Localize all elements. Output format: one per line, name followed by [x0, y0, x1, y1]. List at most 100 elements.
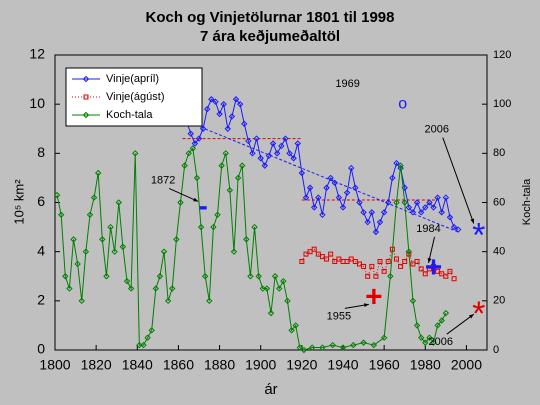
- y-tick-label: 2: [37, 292, 45, 308]
- point: [187, 130, 194, 137]
- annotation-label: 1955: [327, 310, 351, 322]
- y-tick-label: 4: [37, 242, 45, 258]
- point: [136, 341, 143, 349]
- point: [405, 204, 413, 211]
- point: [119, 243, 127, 250]
- point: [393, 199, 400, 206]
- arrow-head: [193, 197, 199, 202]
- annotation-marker: *: [472, 295, 485, 333]
- point: [422, 271, 428, 277]
- arrow-head: [468, 314, 474, 319]
- point: [222, 150, 229, 157]
- point: [311, 246, 317, 252]
- point: [310, 204, 318, 211]
- point: [185, 150, 192, 157]
- point: [216, 110, 223, 118]
- point: [364, 218, 371, 226]
- y2-tick-label: 100: [493, 98, 511, 110]
- point: [368, 209, 376, 216]
- point: [376, 218, 384, 226]
- point: [352, 184, 359, 191]
- point: [152, 285, 160, 292]
- x-tick-label: 1880: [204, 357, 235, 373]
- point: [111, 248, 118, 255]
- point: [369, 263, 375, 269]
- x-axis-label: ár: [264, 381, 277, 398]
- point: [276, 285, 283, 292]
- annotation-marker: o: [398, 95, 407, 112]
- point: [446, 214, 454, 221]
- point: [173, 236, 180, 243]
- point: [144, 334, 151, 341]
- point: [82, 248, 90, 255]
- arrow-head: [470, 218, 475, 224]
- point: [450, 223, 458, 231]
- point: [218, 162, 225, 169]
- point: [393, 256, 399, 262]
- point: [236, 100, 244, 108]
- y2-axis-label: Koch-tala: [521, 178, 533, 225]
- point: [343, 189, 351, 196]
- point: [372, 228, 380, 236]
- point: [306, 184, 314, 191]
- legend-label: Vinje(apríl): [106, 73, 159, 85]
- annotation-label: 1984: [416, 223, 440, 235]
- point: [365, 273, 371, 279]
- annotation-marker: -: [198, 190, 207, 221]
- legend-label: Vinje(ágúst): [106, 91, 165, 103]
- annotation-label: 1969: [335, 78, 359, 90]
- point: [331, 179, 338, 187]
- point: [189, 145, 197, 152]
- point: [454, 226, 462, 233]
- x-tick-label: 1860: [163, 357, 194, 373]
- point: [430, 339, 437, 346]
- point: [261, 162, 269, 169]
- point: [230, 248, 238, 255]
- point: [199, 125, 207, 132]
- x-tick-label: 1960: [369, 357, 400, 373]
- x-tick-label: 2000: [451, 357, 482, 373]
- annotation-marker: *: [472, 217, 485, 255]
- point: [397, 162, 404, 169]
- annotation-arrow: [442, 137, 475, 224]
- annotation-arrow: [168, 187, 199, 202]
- point: [431, 263, 437, 269]
- y2-tick-label: 20: [493, 295, 505, 307]
- x-tick-label: 1820: [81, 357, 112, 373]
- point: [78, 297, 85, 305]
- point: [447, 268, 453, 274]
- point: [269, 140, 277, 147]
- point: [224, 125, 232, 132]
- point: [292, 322, 299, 329]
- point: [319, 344, 326, 351]
- point: [393, 159, 400, 167]
- point: [259, 285, 266, 292]
- point: [294, 140, 301, 147]
- point: [164, 297, 172, 305]
- point: [319, 211, 326, 218]
- point: [228, 113, 236, 120]
- point: [402, 259, 408, 264]
- point: [191, 140, 199, 147]
- point: [249, 150, 256, 157]
- point: [438, 209, 445, 216]
- point: [148, 327, 155, 334]
- series-line: [56, 147, 447, 351]
- point: [210, 223, 217, 231]
- point: [300, 346, 308, 354]
- point: [418, 266, 424, 272]
- point: [204, 105, 211, 113]
- point: [232, 96, 240, 103]
- point: [414, 259, 420, 264]
- point: [380, 334, 388, 341]
- y-tick-label: 12: [29, 46, 45, 62]
- point: [335, 194, 343, 201]
- point: [302, 194, 310, 201]
- x-tick-label: 1900: [245, 357, 276, 373]
- point: [127, 285, 135, 292]
- point: [430, 204, 437, 211]
- chart-subtitle: 7 ára keðjumeðaltöl: [200, 28, 340, 45]
- annotation-label: 2006: [429, 336, 453, 348]
- point: [324, 256, 330, 262]
